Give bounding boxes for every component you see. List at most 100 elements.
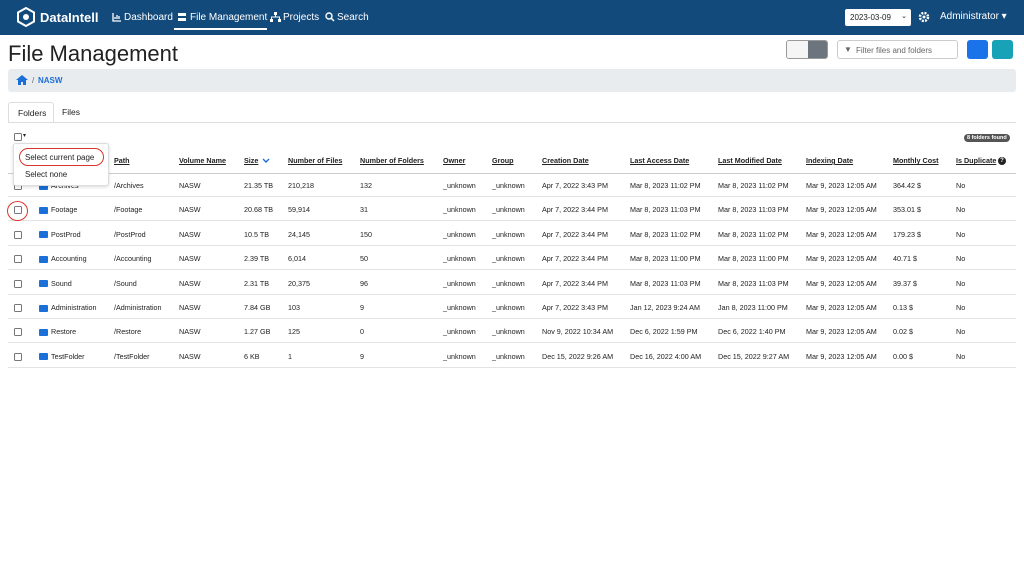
cell: 210,218 (288, 181, 314, 190)
dashboard-icon (112, 13, 121, 22)
select-all-checkbox[interactable] (14, 133, 22, 141)
cell: No (956, 254, 966, 264)
cell: 7.84 GB (244, 303, 271, 312)
settings-icon[interactable] (918, 11, 930, 23)
cell: Mar 8, 2023 11:03 PM (718, 278, 789, 288)
select-menu: Select current page Select none (13, 143, 109, 186)
cell: 31 (360, 205, 368, 215)
column-header[interactable]: Number of Files (288, 156, 343, 165)
folder-icon (39, 206, 48, 214)
cell: Mar 8, 2023 11:03 PM (630, 205, 701, 215)
date-value: 2023-03-09 (850, 13, 891, 22)
row-divider (8, 293, 1016, 295)
date-select[interactable]: 2023-03-09 ⌄ (845, 9, 911, 26)
cell: Mar 8, 2023 11:02 PM (718, 181, 789, 190)
row-checkbox[interactable] (14, 230, 22, 239)
folder-name[interactable]: Sound (51, 278, 72, 288)
column-header[interactable]: Volume Name (179, 156, 226, 165)
cell: NASW (179, 181, 201, 190)
row-divider (8, 269, 1016, 271)
folder-name[interactable]: PostProd (51, 229, 81, 239)
column-header[interactable]: Is Duplicate (956, 156, 997, 165)
cell: Mar 8, 2023 11:03 PM (630, 278, 701, 288)
row-checkbox[interactable] (14, 352, 22, 361)
home-icon[interactable] (16, 75, 28, 85)
cell: 9 (360, 303, 364, 312)
cell: /PostProd (114, 229, 146, 239)
menu-item[interactable]: Select none (25, 170, 68, 179)
cell: Dec 6, 2022 1:59 PM (630, 327, 698, 337)
column-header[interactable]: Number of Folders (360, 156, 424, 165)
cell: NASW (179, 303, 201, 312)
row-divider (8, 220, 1016, 222)
cell: Jan 8, 2023 11:00 PM (718, 303, 788, 312)
column-header[interactable]: Group (492, 156, 514, 165)
cell: Apr 7, 2022 3:44 PM (542, 205, 608, 215)
page-title: File Management (8, 41, 178, 66)
column-header[interactable]: Monthly Cost (893, 156, 939, 165)
column-header[interactable]: Size (244, 156, 259, 165)
row-checkbox[interactable] (14, 328, 22, 337)
cell: 0 (360, 327, 364, 337)
cell: 179.23 $ (893, 229, 921, 239)
row-divider (8, 366, 1016, 368)
cell: No (956, 278, 966, 288)
nav-link[interactable]: File Management (190, 12, 268, 23)
cell: 6,014 (288, 254, 306, 264)
column-header[interactable]: Last Modified Date (718, 156, 782, 165)
folder-name[interactable]: TestFolder (51, 351, 85, 361)
column-header[interactable]: Last Access Date (630, 156, 690, 165)
column-header[interactable]: Owner (443, 156, 466, 165)
tab-active[interactable]: Folders (8, 102, 54, 123)
folder-name[interactable]: Restore (51, 327, 77, 337)
cell: 2.31 TB (244, 278, 270, 288)
column-header[interactable]: Creation Date (542, 156, 589, 165)
cell: 1 (288, 351, 292, 361)
cell: No (956, 229, 966, 239)
filter-input[interactable]: ▼ Filter files and folders (837, 40, 958, 59)
tab[interactable]: Files (62, 107, 80, 117)
cell: _unknown (443, 351, 476, 361)
list-view-button[interactable] (808, 41, 827, 58)
nav-link[interactable]: Projects (283, 12, 320, 23)
highlight-ring (19, 148, 104, 166)
cell: 353.01 $ (893, 205, 921, 215)
cell: _unknown (443, 327, 476, 337)
cell: 150 (360, 229, 372, 239)
tree-view-button[interactable] (787, 41, 808, 58)
nav-active-indicator (174, 6, 267, 30)
breadcrumb-current[interactable]: NASW (38, 76, 63, 85)
search-button[interactable] (992, 40, 1013, 59)
folder-name[interactable]: Accounting (51, 254, 87, 264)
help-icon: ? (998, 157, 1006, 165)
cell: _unknown (443, 205, 476, 215)
cell: Jan 12, 2023 9:24 AM (630, 303, 700, 312)
user-menu[interactable]: Administrator ▾ (940, 11, 1007, 22)
cell: 0.00 $ (893, 351, 913, 361)
cell: 96 (360, 278, 368, 288)
menu-item[interactable]: Select current page (25, 153, 95, 162)
nav-link[interactable]: Dashboard (124, 12, 173, 23)
breadcrumb: / NASW (8, 69, 1016, 92)
cell: /Administration (114, 303, 162, 312)
cell: Mar 9, 2023 12:05 AM (806, 278, 877, 288)
row-divider (8, 318, 1016, 319)
row-checkbox[interactable] (14, 304, 22, 312)
brand[interactable]: DataIntell (40, 10, 99, 25)
select-caret[interactable]: ▾ (23, 133, 27, 139)
column-header[interactable]: Indexing Date (806, 156, 854, 165)
cell: Mar 9, 2023 12:05 AM (806, 254, 877, 264)
row-checkbox[interactable] (14, 279, 22, 288)
folder-name[interactable]: Footage (51, 205, 78, 215)
row-checkbox[interactable] (14, 255, 22, 264)
nav-link[interactable]: Search (337, 12, 369, 23)
cell: 59,914 (288, 205, 310, 215)
chart-button[interactable] (967, 40, 988, 59)
cell: /Restore (114, 327, 142, 337)
folder-icon (39, 280, 48, 288)
cell: NASW (179, 327, 201, 337)
column-header[interactable]: Path (114, 156, 130, 165)
cell: Dec 15, 2022 9:27 AM (718, 351, 790, 361)
folder-name[interactable]: Administration (51, 303, 97, 312)
